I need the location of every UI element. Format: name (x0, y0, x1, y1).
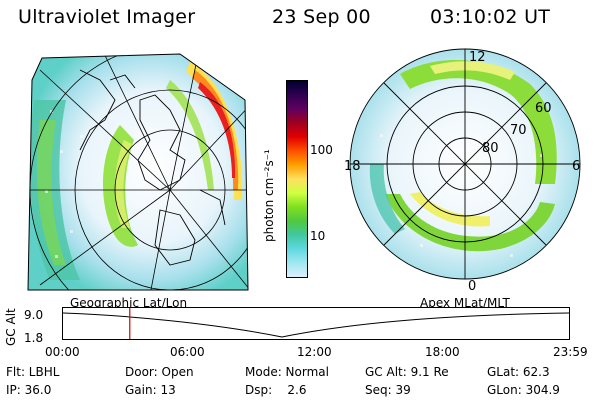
app-title: Ultraviolet Imager (18, 6, 196, 28)
info-seq: Seq: 39 (365, 383, 411, 397)
mlt-label-12: 12 (469, 50, 486, 65)
info-dsp: Dsp: 2.6 (245, 383, 307, 397)
colorbar (286, 80, 308, 278)
altitude-curve (62, 312, 570, 338)
info-gain: Gain: 13 (125, 383, 176, 397)
info-glat: GLat: 62.3 (487, 365, 550, 379)
timeline-xtick-0000: 00:00 (45, 345, 80, 359)
info-gc-alt: GC Alt: 9.1 Re (365, 365, 449, 379)
mlat-label-70: 70 (510, 123, 527, 138)
mlt-label-6: 6 (572, 159, 580, 174)
timeline-ytick-high: 9.0 (24, 308, 44, 322)
date-label: 23 Sep 00 (272, 6, 371, 28)
timeline-xtick-2359: 23:59 (553, 345, 588, 359)
info-door: Door: Open (125, 365, 194, 379)
mlt-label-0: 0 (468, 279, 476, 294)
mlt-label-18: 18 (344, 159, 361, 174)
timeline-xtick-1200: 12:00 (297, 345, 332, 359)
time-label: 03:10:02 UT (430, 6, 551, 28)
geographic-caption: Geographic Lat/Lon (70, 296, 188, 310)
timeline-frame (62, 307, 570, 340)
geographic-image-panel (27, 53, 249, 291)
altitude-timeline (62, 307, 570, 340)
magnetic-polar-panel: 12 18 6 0 60 70 80 (344, 48, 581, 294)
timeline-ytick-low: 1.8 (24, 331, 44, 345)
timeline-xtick-1800: 18:00 (425, 345, 460, 359)
mlat-label-80: 80 (482, 141, 499, 156)
info-glon: GLon: 304.9 (487, 383, 560, 397)
colorbar-tick-100: 100 (310, 143, 333, 157)
info-filter: Flt: LBHL (6, 365, 60, 379)
timeline-ylabel: GC Alt (4, 308, 18, 346)
magnetic-caption: Apex MLat/MLT (420, 296, 510, 310)
timeline-xtick-0600: 06:00 (170, 345, 205, 359)
colorbar-tick-10: 10 (310, 229, 326, 243)
info-ip: IP: 36.0 (6, 383, 52, 397)
mlat-label-60: 60 (535, 101, 552, 116)
info-mode: Mode: Normal (245, 365, 329, 379)
colorbar-unit-label: photon cm⁻²s⁻¹ (262, 149, 276, 242)
